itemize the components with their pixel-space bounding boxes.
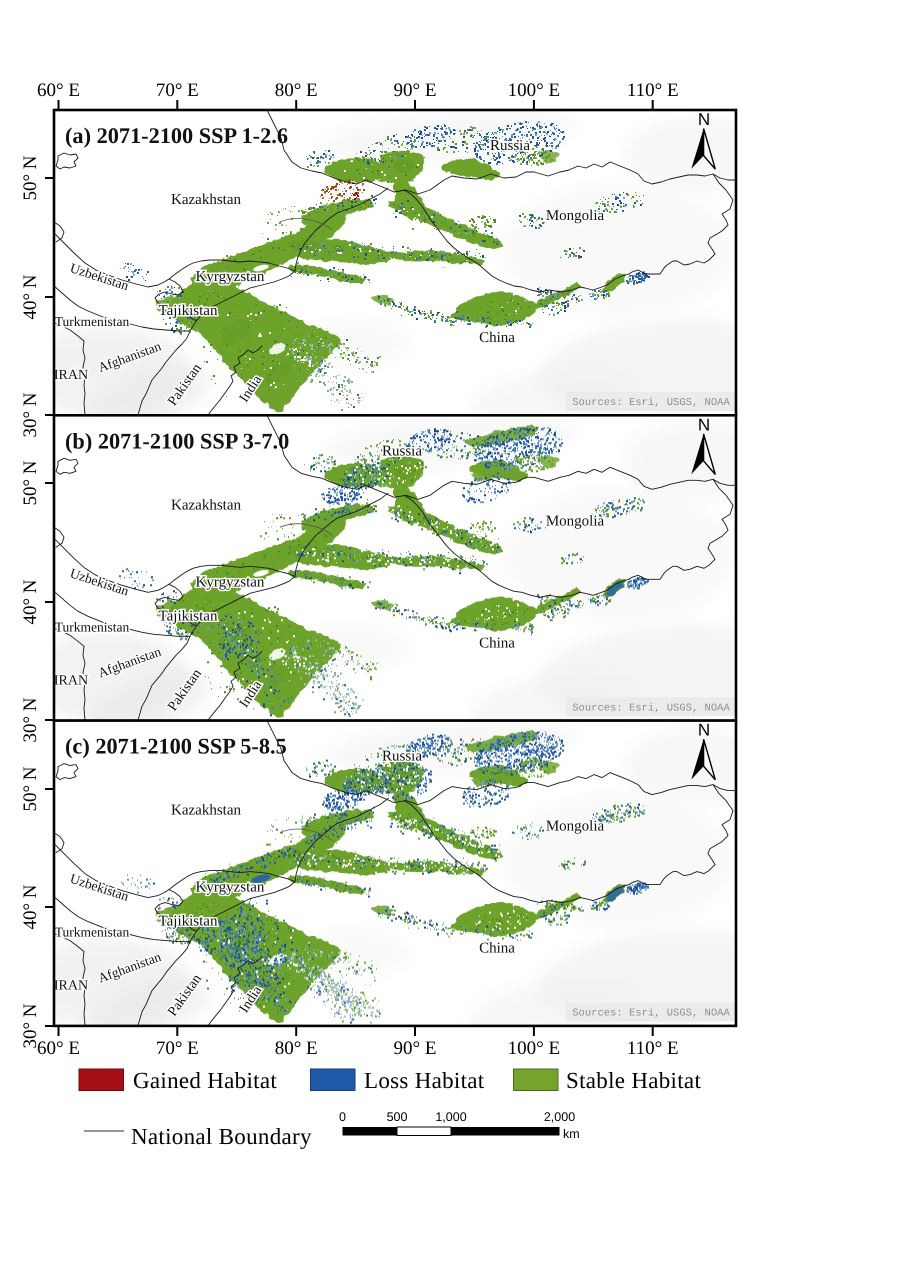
svg-text:80° E: 80° E <box>275 1038 318 1059</box>
svg-text:Russia: Russia <box>382 749 422 765</box>
svg-text:Mongolia: Mongolia <box>546 513 605 529</box>
svg-text:40° N: 40° N <box>20 579 41 624</box>
svg-text:(c) 2071-2100 SSP 5-8.5: (c) 2071-2100 SSP 5-8.5 <box>65 734 287 759</box>
svg-text:60° E: 60° E <box>37 1038 80 1059</box>
svg-text:100° E: 100° E <box>508 80 560 101</box>
svg-text:Kazakhstan: Kazakhstan <box>171 497 241 513</box>
svg-text:50° N: 50° N <box>20 155 41 200</box>
svg-text:Sources: Esri, USGS, NOAA: Sources: Esri, USGS, NOAA <box>572 1008 730 1020</box>
svg-text:50° N: 50° N <box>20 766 41 811</box>
svg-text:Loss Habitat: Loss Habitat <box>364 1068 485 1093</box>
svg-text:IRAN: IRAN <box>54 673 88 688</box>
svg-text:90° E: 90° E <box>394 1038 437 1059</box>
svg-text:30° N: 30° N <box>20 392 41 437</box>
svg-text:Sources: Esri, USGS, NOAA: Sources: Esri, USGS, NOAA <box>572 702 730 714</box>
svg-text:110° E: 110° E <box>627 1038 679 1059</box>
svg-text:50° N: 50° N <box>20 460 41 505</box>
svg-text:Mongolia: Mongolia <box>546 208 605 224</box>
svg-text:40° N: 40° N <box>20 884 41 929</box>
svg-text:2,000: 2,000 <box>544 1110 575 1124</box>
svg-text:China: China <box>479 330 515 346</box>
svg-text:National Boundary: National Boundary <box>131 1124 312 1149</box>
svg-text:Stable Habitat: Stable Habitat <box>566 1068 701 1093</box>
svg-text:110° E: 110° E <box>627 80 679 101</box>
svg-text:Kazakhstan: Kazakhstan <box>171 192 241 208</box>
svg-text:Tajikistan: Tajikistan <box>159 303 218 319</box>
svg-text:Tajikistan: Tajikistan <box>159 914 218 930</box>
svg-text:Gained Habitat: Gained Habitat <box>133 1068 277 1093</box>
svg-text:Kyrgyzstan: Kyrgyzstan <box>196 880 265 896</box>
svg-text:China: China <box>479 941 515 957</box>
svg-text:30° N: 30° N <box>20 1003 41 1048</box>
svg-text:km: km <box>563 1127 580 1141</box>
svg-text:IRAN: IRAN <box>54 979 88 994</box>
svg-text:90° E: 90° E <box>394 80 437 101</box>
svg-text:Sources: Esri, USGS, NOAA: Sources: Esri, USGS, NOAA <box>572 397 730 409</box>
svg-text:IRAN: IRAN <box>54 368 88 383</box>
svg-text:30° N: 30° N <box>20 697 41 742</box>
svg-text:Kyrgyzstan: Kyrgyzstan <box>196 269 265 285</box>
svg-text:80° E: 80° E <box>275 80 318 101</box>
svg-text:Kazakhstan: Kazakhstan <box>171 803 241 819</box>
svg-text:N: N <box>698 110 710 129</box>
svg-text:70° E: 70° E <box>156 80 199 101</box>
svg-text:Turkmenistan: Turkmenistan <box>55 619 130 634</box>
svg-text:(a) 2071-2100 SSP 1-2.6: (a) 2071-2100 SSP 1-2.6 <box>65 123 288 148</box>
svg-text:Russia: Russia <box>490 138 530 154</box>
svg-text:60° E: 60° E <box>37 80 80 101</box>
svg-text:Russia: Russia <box>382 443 422 459</box>
svg-text:500: 500 <box>387 1110 408 1124</box>
svg-text:40° N: 40° N <box>20 274 41 319</box>
svg-text:Mongolia: Mongolia <box>546 819 605 835</box>
svg-text:100° E: 100° E <box>508 1038 560 1059</box>
svg-text:Turkmenistan: Turkmenistan <box>55 314 130 329</box>
svg-text:Tajikistan: Tajikistan <box>159 608 218 624</box>
svg-text:China: China <box>479 635 515 651</box>
svg-text:Turkmenistan: Turkmenistan <box>55 925 130 940</box>
svg-text:1,000: 1,000 <box>435 1110 466 1124</box>
svg-text:(b) 2071-2100 SSP 3-7.0: (b) 2071-2100 SSP 3-7.0 <box>65 428 289 453</box>
svg-text:70° E: 70° E <box>156 1038 199 1059</box>
svg-text:N: N <box>698 721 710 740</box>
svg-text:Kyrgyzstan: Kyrgyzstan <box>196 574 265 590</box>
svg-text:0: 0 <box>339 1110 346 1124</box>
svg-text:N: N <box>698 415 710 434</box>
